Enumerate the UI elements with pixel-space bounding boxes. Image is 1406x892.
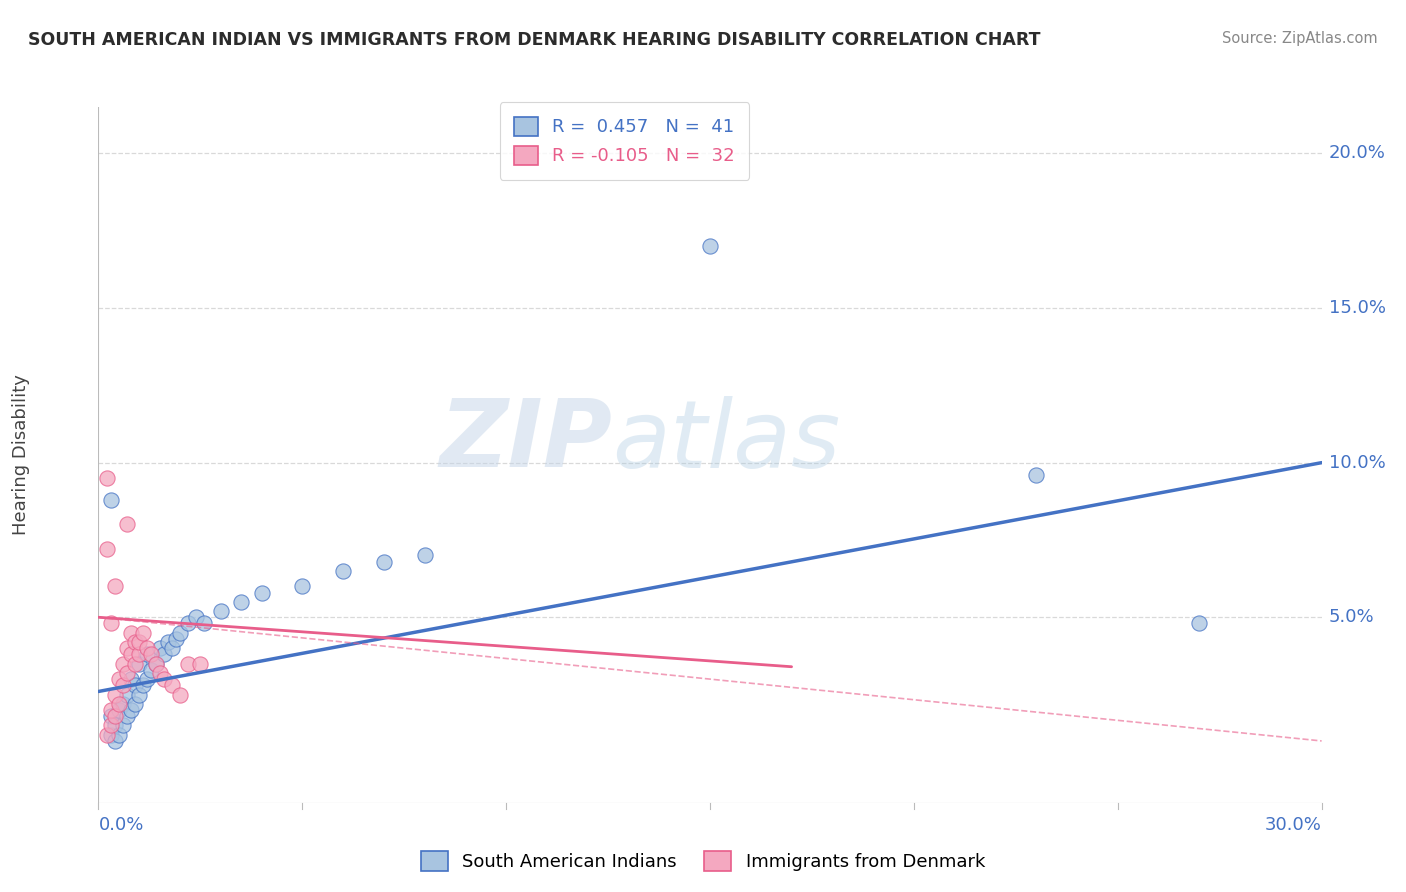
Point (104, 688, 127, 702)
Point (136, 648, 159, 662)
Text: SOUTH AMERICAN INDIAN VS IMMIGRANTS FROM DENMARK HEARING DISABILITY CORRELATION : SOUTH AMERICAN INDIAN VS IMMIGRANTS FROM… (28, 31, 1040, 49)
Point (108, 703, 131, 717)
Point (231, 595, 253, 609)
Point (193, 616, 215, 631)
Point (104, 579, 127, 593)
Text: 0.0%: 0.0% (98, 816, 143, 834)
Point (152, 672, 174, 686)
Text: Source: ZipAtlas.com: Source: ZipAtlas.com (1222, 31, 1378, 46)
Point (100, 728, 122, 742)
Point (104, 718, 127, 732)
Point (115, 709, 138, 723)
Point (111, 657, 134, 671)
Legend: South American Indians, Immigrants from Denmark: South American Indians, Immigrants from … (413, 844, 993, 879)
Text: Hearing Disability: Hearing Disability (13, 375, 30, 535)
Point (128, 635, 150, 649)
Point (413, 549, 436, 563)
Text: 20.0%: 20.0% (1329, 145, 1385, 162)
Point (96, 728, 118, 742)
Point (160, 641, 183, 656)
Point (160, 678, 183, 692)
Point (111, 678, 134, 692)
Point (104, 709, 127, 723)
Point (100, 492, 122, 507)
Point (120, 648, 142, 662)
Text: atlas: atlas (612, 395, 841, 486)
Point (149, 641, 172, 656)
Point (177, 616, 200, 631)
Point (108, 672, 131, 686)
Point (128, 648, 150, 662)
Point (169, 688, 191, 702)
Point (100, 616, 122, 631)
Point (115, 665, 138, 680)
Point (128, 688, 150, 702)
Point (145, 657, 167, 671)
Point (1025, 468, 1047, 483)
Point (124, 678, 146, 692)
Point (141, 663, 163, 677)
Point (165, 632, 187, 646)
Text: 15.0%: 15.0% (1329, 299, 1386, 317)
Point (1188, 616, 1211, 631)
Point (136, 641, 159, 656)
Point (115, 517, 138, 532)
Point (104, 734, 127, 748)
Point (699, 239, 721, 253)
Point (100, 703, 122, 717)
Point (111, 718, 134, 732)
Point (373, 555, 395, 569)
Point (108, 697, 131, 711)
Text: 5.0%: 5.0% (1329, 608, 1374, 626)
Point (149, 665, 172, 680)
Point (145, 657, 167, 671)
Point (120, 672, 142, 686)
Point (100, 718, 122, 732)
Legend: R =  0.457   N =  41, R = -0.105   N =  32: R = 0.457 N = 41, R = -0.105 N = 32 (499, 103, 749, 180)
Point (115, 641, 138, 656)
Point (250, 585, 273, 599)
Point (141, 648, 163, 662)
Point (124, 635, 146, 649)
Text: 10.0%: 10.0% (1329, 454, 1385, 472)
Point (96, 471, 118, 485)
Point (120, 625, 142, 640)
Point (169, 625, 191, 640)
Point (120, 703, 142, 717)
Point (124, 697, 146, 711)
Point (124, 657, 146, 671)
Text: ZIP: ZIP (439, 395, 612, 487)
Point (96, 542, 118, 557)
Point (156, 635, 179, 649)
Point (291, 579, 314, 593)
Point (132, 678, 155, 692)
Point (332, 564, 354, 578)
Point (177, 657, 200, 671)
Point (128, 657, 150, 671)
Point (111, 697, 134, 711)
Point (115, 688, 138, 702)
Point (132, 625, 155, 640)
Point (209, 604, 232, 618)
Point (108, 728, 131, 742)
Point (100, 709, 122, 723)
Point (152, 648, 174, 662)
Point (186, 610, 208, 624)
Point (136, 672, 159, 686)
Text: 30.0%: 30.0% (1265, 816, 1322, 834)
Point (188, 657, 212, 671)
